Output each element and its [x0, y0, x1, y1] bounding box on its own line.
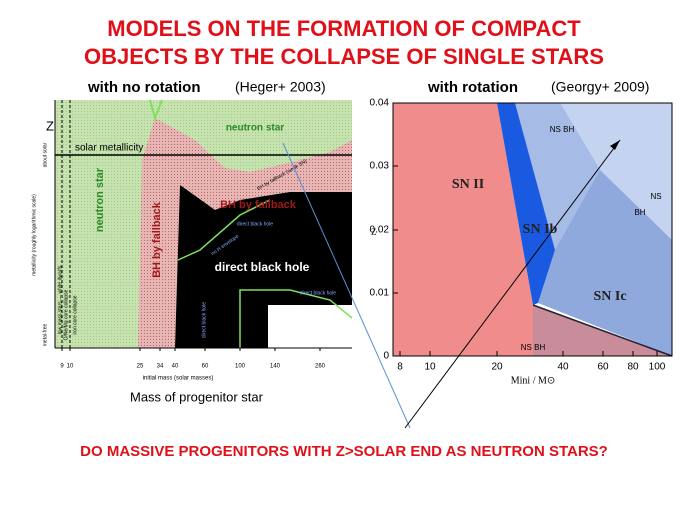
region-label: direct black hole	[237, 221, 273, 227]
y-tick: about solar	[42, 142, 48, 167]
region-label: direct black hole	[201, 302, 207, 338]
white-region	[268, 305, 352, 348]
region-label: O/Ne/Mg core collapse	[63, 289, 69, 340]
x-tick-label: 80	[627, 362, 639, 373]
boundary	[177, 199, 271, 261]
region-label: NS BH	[550, 125, 575, 134]
title-line: OBJECTS BY THE COLLAPSE OF SINGLE STARS	[84, 44, 604, 69]
x-tick-label: 34	[157, 364, 164, 370]
x-tick-label: 100	[649, 362, 666, 373]
region-label: low mass stars — white dwarfs	[57, 265, 63, 334]
boundary	[149, 99, 163, 122]
pale-region	[515, 103, 600, 250]
x-tick-label: 8	[397, 362, 403, 373]
y-label: Z	[371, 227, 377, 237]
x-tick-label: 10	[67, 364, 74, 370]
region-label: BH	[634, 208, 645, 217]
x-tick-label: 100	[235, 364, 246, 370]
region-label: direct black hole	[300, 290, 336, 296]
x-tick-label: 40	[172, 364, 179, 370]
region-label: solar metallicity	[75, 143, 143, 154]
region-label: NS BH	[521, 343, 546, 352]
region-label: direct black hole	[215, 260, 310, 274]
region-label: NS	[650, 192, 661, 201]
arrow	[404, 139, 621, 429]
arrow-head	[610, 140, 620, 150]
x-tick-label: 260	[315, 364, 326, 370]
y-tick-label: 0.02	[370, 225, 390, 236]
right-figure: SN II SN Ib SN Ic NS BH NS BH NS BH 0.04…	[370, 98, 673, 386]
boundary	[239, 289, 353, 348]
right-source: (Georgy+ 2009)	[551, 79, 649, 95]
region-label: SN Ic	[593, 289, 626, 304]
region-label: iron core collapse	[72, 295, 78, 334]
x-label: initial mass (solar masses)	[143, 376, 214, 382]
y-tick: metal-free	[42, 324, 48, 347]
y-tick-label: 0	[383, 351, 389, 362]
x-tick-label: 20	[491, 362, 503, 373]
left-figure: Z metallicity (roughly logarithmic scale…	[28, 99, 353, 404]
right-heading: with rotation	[427, 79, 518, 96]
y-tick-label: 0.03	[370, 161, 390, 172]
boundary	[532, 304, 673, 357]
left-source: (Heger+ 2003)	[235, 79, 326, 95]
caption: Mass of progenitor star	[130, 389, 264, 404]
fallback-region	[138, 118, 352, 348]
region-label: neutron star	[94, 167, 106, 232]
x-tick-label: 60	[597, 362, 609, 373]
region-label: SN Ib	[523, 222, 558, 237]
y-tick-label: 0.04	[370, 98, 390, 109]
y-tick-label: 0.01	[370, 288, 390, 299]
z-label: Z	[46, 118, 54, 133]
region-label: BH by fallback	[151, 201, 163, 278]
x-tick-label: 9	[60, 364, 64, 370]
title-line: MODELS ON THE FORMATION OF COMPACT	[107, 16, 581, 41]
region-label: neutron star	[226, 123, 284, 134]
sn1b-region	[497, 103, 555, 305]
x-label: Mini / M⊙	[511, 375, 556, 386]
region-label: BH by fallback	[220, 199, 297, 211]
pale-region	[560, 103, 672, 240]
x-tick-label: 10	[424, 362, 436, 373]
x-tick-label: 60	[202, 364, 209, 370]
left-heading: with no rotation	[87, 79, 200, 96]
x-tick-label: 140	[270, 364, 281, 370]
x-tick-label: 25	[137, 364, 144, 370]
arrow	[282, 142, 411, 429]
x-tick-label: 40	[557, 362, 569, 373]
y-label: metallicity (roughly logarithmic scale)	[31, 194, 37, 276]
region-label: SN II	[452, 177, 484, 192]
sn2-region	[393, 103, 533, 356]
question: DO MASSIVE PROGENITORS WITH Z>SOLAR END …	[80, 443, 608, 460]
